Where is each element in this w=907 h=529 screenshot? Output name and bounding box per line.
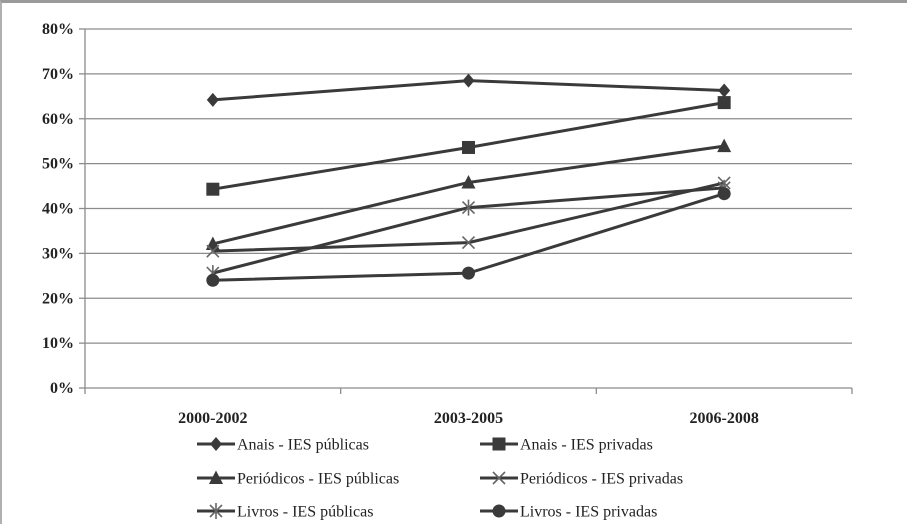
legend-item: Periódicos - IES privadas (480, 471, 683, 488)
y-tick-label: 50% (42, 156, 74, 173)
y-axis-ticks: 0% 10% 20% 30% 40% 50% 60% 70% 80% (42, 21, 74, 397)
legend-marker-triangle (209, 470, 223, 484)
data-point-triangle (717, 138, 732, 153)
x-axis-ticks: 2000-2002 2003-2005 2006-2008 (178, 410, 759, 427)
legend-marker-cross (492, 471, 506, 485)
y-tick-label: 60% (42, 111, 74, 128)
x-tick-label: 2006-2008 (690, 410, 759, 427)
x-tick-label: 2000-2002 (178, 410, 247, 427)
data-point-square (206, 182, 220, 196)
legend-item: Livros - IES públicas (197, 503, 373, 521)
data-point-diamond (206, 92, 219, 107)
legend-item: Livros - IES privadas (480, 504, 657, 521)
legend-marker-diamond (210, 437, 222, 451)
legend-marker-circle (492, 504, 506, 518)
data-point-circle (717, 187, 731, 201)
y-tick-label: 80% (42, 21, 74, 38)
series-6 (206, 187, 731, 287)
series-layer (205, 73, 732, 287)
data-point-cross (461, 236, 476, 250)
y-tick-label: 10% (42, 335, 74, 352)
series-2 (206, 96, 731, 196)
data-point-cross (206, 244, 220, 258)
data-point-star (461, 199, 476, 216)
y-tick-label: 20% (42, 290, 74, 307)
x-tick-label: 2003-2005 (434, 410, 503, 427)
series-3 (205, 138, 732, 250)
legend-label: Anais - IES privadas (520, 437, 653, 454)
legend-label: Anais - IES públicas (237, 437, 369, 454)
legend-item: Anais - IES privadas (480, 437, 653, 454)
series-1 (206, 73, 731, 107)
data-point-triangle (461, 174, 476, 189)
data-point-diamond (718, 83, 731, 98)
legend-item: Anais - IES públicas (197, 437, 369, 454)
legend-label: Livros - IES privadas (520, 504, 657, 521)
y-tick-label: 70% (42, 66, 74, 83)
y-tick-label: 0% (50, 380, 74, 397)
legend-marker-square (492, 437, 506, 451)
legend-label: Periódicos - IES públicas (237, 471, 399, 488)
legend-marker-star (209, 503, 223, 519)
data-point-diamond (462, 73, 475, 88)
line-chart: 0% 10% 20% 30% 40% 50% 60% 70% 80% 2000-2002 2003… (42, 21, 853, 521)
legend-label: Periódicos - IES privadas (520, 471, 683, 488)
y-tick-label: 40% (42, 201, 74, 218)
data-point-circle (462, 266, 475, 280)
data-point-square (717, 96, 731, 110)
series-5 (206, 179, 731, 282)
y-tick-label: 30% (42, 245, 74, 262)
legend-label: Livros - IES públicas (237, 504, 373, 521)
data-point-square (462, 140, 475, 154)
legend-item: Periódicos - IES públicas (197, 470, 399, 488)
legend: Anais - IES públicas Anais - IES privadas… (197, 437, 683, 521)
data-point-circle (206, 273, 220, 287)
